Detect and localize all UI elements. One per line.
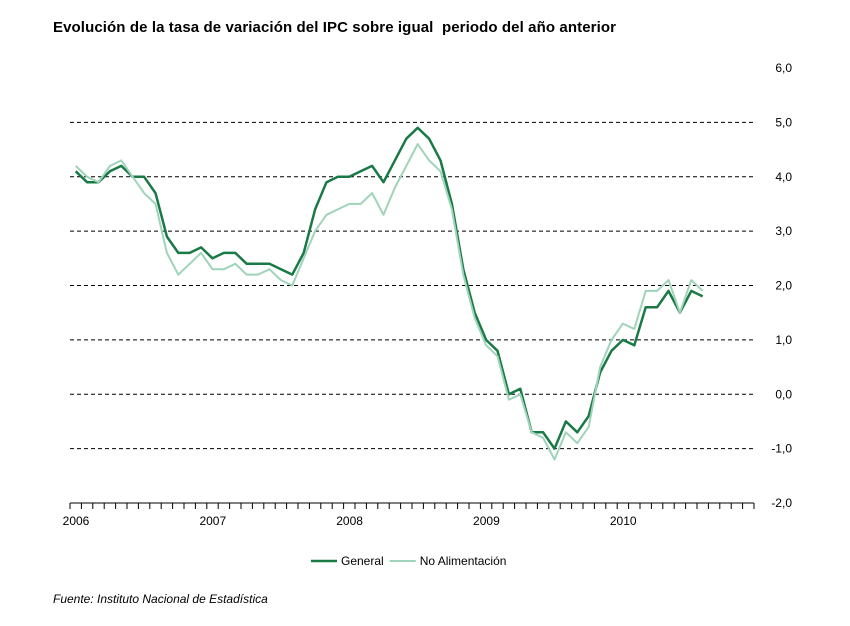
y-axis-tick-labels: 6,0 5,0 4,0 3,0 2,0 1,0 0,0 -1,0 -2,0 <box>771 61 792 510</box>
y-tick-label: 6,0 <box>775 61 792 75</box>
legend-label-general: General <box>341 554 384 568</box>
x-tick-label: 2009 <box>473 514 500 528</box>
y-tick-label: 4,0 <box>775 170 792 184</box>
gridlines <box>70 121 754 450</box>
chart-title: Evolución de la tasa de variación del IP… <box>53 19 617 36</box>
y-tick-label: 2,0 <box>775 279 792 293</box>
x-tick-label: 2007 <box>199 514 226 528</box>
y-tick-label: -2,0 <box>771 496 792 510</box>
x-tick-label: 2006 <box>63 514 90 528</box>
y-tick-label: 3,0 <box>775 224 792 238</box>
y-tick-label: -1,0 <box>771 442 792 456</box>
series-line-general <box>74 126 704 450</box>
x-axis-ticks: 2006 2007 2008 2009 2010 <box>63 503 755 528</box>
y-tick-label: 1,0 <box>775 333 792 347</box>
series-lines <box>74 126 704 461</box>
source-note: Fuente: Instituto Nacional de Estadístic… <box>53 592 268 606</box>
series-line-no-alimentaci-n <box>75 143 704 461</box>
x-tick-label: 2010 <box>610 514 637 528</box>
y-tick-label: 5,0 <box>775 115 792 129</box>
legend-label-no-alimentaci-n: No Alimentación <box>420 554 507 568</box>
y-tick-label: 0,0 <box>775 387 792 401</box>
x-tick-label: 2008 <box>336 514 363 528</box>
legend: General No Alimentación <box>311 554 506 568</box>
